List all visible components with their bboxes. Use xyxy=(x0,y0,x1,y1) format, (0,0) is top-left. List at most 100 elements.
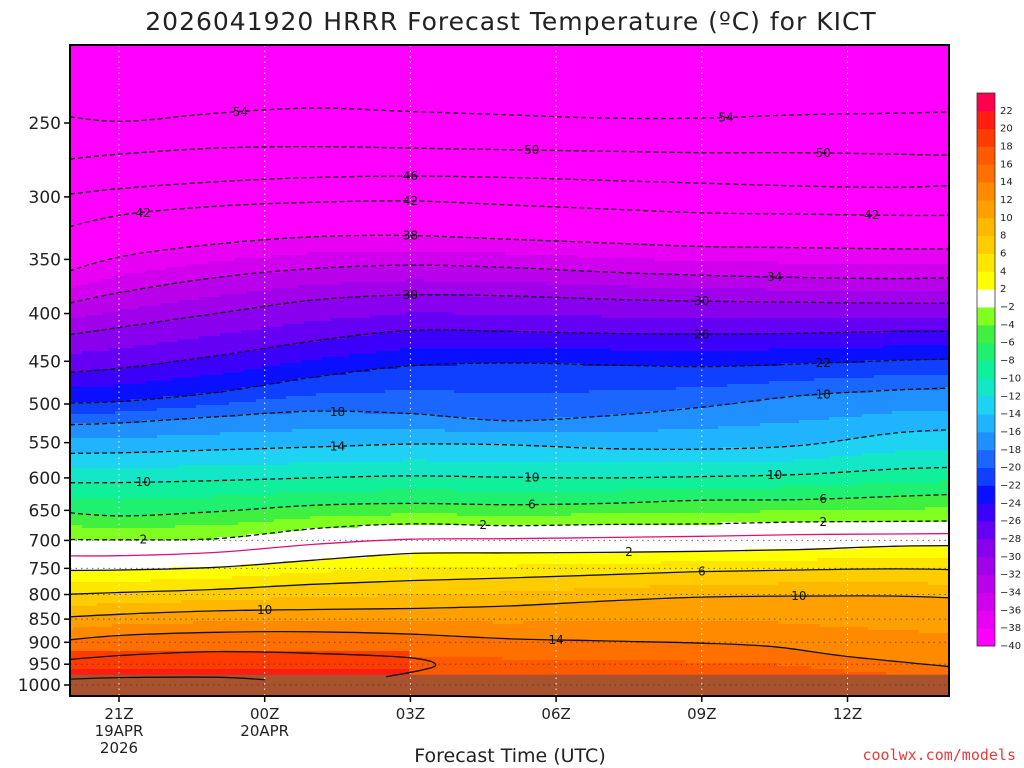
colorbar-swatch xyxy=(977,574,995,593)
colorbar-tick-label: −6 xyxy=(1000,338,1015,349)
isotherm-label: 42 xyxy=(403,194,418,208)
colorbar-tick-label: 8 xyxy=(1000,231,1006,242)
colorbar-tick-label: −38 xyxy=(1000,623,1021,634)
chart-title: 2026041920 HRRR Forecast Temperature (ºC… xyxy=(145,7,876,36)
plot-frame xyxy=(69,44,950,697)
time-tick-label: 12Z xyxy=(833,705,862,723)
colorbar-swatch xyxy=(977,556,995,576)
colorbar-tick-label: −24 xyxy=(1000,498,1021,509)
pressure-tick-label: 350 xyxy=(29,250,61,270)
isotherm-lines xyxy=(70,107,949,681)
isotherm-minus-50 xyxy=(70,145,949,160)
colorbar-swatch xyxy=(977,449,995,469)
isotherm-minus-46 xyxy=(70,175,949,195)
isotherm-label: 10 xyxy=(136,475,151,489)
credit-text[interactable]: coolwx.com/models xyxy=(862,746,1016,764)
isotherm-2 xyxy=(70,544,949,572)
isotherm-minus-42 xyxy=(70,200,949,228)
colorbar-swatch xyxy=(977,360,995,379)
colorbar-swatch xyxy=(977,628,995,647)
colorbar-tick-label: −12 xyxy=(1000,391,1021,402)
colorbar-swatch xyxy=(977,342,995,361)
colorbar-swatch xyxy=(977,324,995,344)
time-tick-sublabel: 20APR xyxy=(240,722,289,740)
colorbar-swatch xyxy=(977,485,995,504)
isotherm-label: 50 xyxy=(524,143,539,157)
colorbar-swatch xyxy=(977,253,995,272)
colorbar-tick-label: −36 xyxy=(1000,605,1021,616)
isotherm-label: 18 xyxy=(816,387,831,401)
grid-lines xyxy=(70,45,949,696)
pressure-tick-label: 700 xyxy=(29,531,61,551)
time-tick-sublabel: 2026 xyxy=(100,739,138,757)
isotherm-label: 42 xyxy=(864,208,879,222)
pressure-tick-label: 550 xyxy=(29,434,61,454)
isotherm-label: 14 xyxy=(330,439,345,453)
isotherm-label: 46 xyxy=(403,169,418,183)
isotherm-14 xyxy=(70,630,949,668)
isotherm-label: 14 xyxy=(548,633,563,647)
colorbar-tick-label: 20 xyxy=(1000,124,1013,135)
pressure-tick-label: 400 xyxy=(29,305,61,325)
isotherm-label: 10 xyxy=(257,603,272,617)
colorbar-swatch xyxy=(977,307,995,326)
isotherm-minus-38 xyxy=(70,234,949,272)
isotherm-label: 18 xyxy=(330,405,345,419)
colorbar-swatch xyxy=(977,396,995,415)
isotherm-label: 42 xyxy=(136,206,151,220)
colorbar-swatch xyxy=(977,182,995,201)
isotherm-label: 2 xyxy=(625,545,633,559)
isotherm-minus-26 xyxy=(70,329,949,373)
temperature-fill-bands xyxy=(70,45,949,696)
colorbar-tick-label: −40 xyxy=(1000,641,1021,652)
isotherm-18 xyxy=(70,650,437,678)
time-tick-label: 03Z xyxy=(396,705,425,723)
colorbar-tick-label: −26 xyxy=(1000,516,1021,527)
pressure-axis: 250 300 350 400 450 500 550 600 650 700 750 800 850 9… xyxy=(18,114,70,696)
isotherm-label: 6 xyxy=(698,565,706,579)
isotherm-label: 34 xyxy=(767,270,782,284)
isotherm-minus-10 xyxy=(70,466,949,484)
isotherm-6 xyxy=(70,568,949,595)
isotherm-label: 54 xyxy=(718,110,733,124)
isotherm-label: 22 xyxy=(816,356,831,370)
isotherm-0 xyxy=(70,532,949,557)
colorbar-swatch xyxy=(977,271,995,290)
pressure-tick-label: 850 xyxy=(29,610,61,630)
below-ground-mask xyxy=(70,674,949,696)
colorbar-tick-label: 2 xyxy=(1000,284,1006,295)
isotherm-label: 30 xyxy=(403,288,418,302)
isotherm-22 xyxy=(70,676,265,681)
colorbar-swatch xyxy=(977,128,995,147)
colorbar-swatch xyxy=(977,521,995,540)
pressure-tick-label: 900 xyxy=(29,633,61,653)
pressure-tick-label: 300 xyxy=(29,188,61,208)
isotherm-label: 2 xyxy=(819,515,827,529)
pressure-tick-label: 950 xyxy=(29,655,61,675)
colorbar-swatch xyxy=(977,289,995,308)
colorbar-tick-label: 12 xyxy=(1000,195,1013,206)
time-tick-sublabel: 19APR xyxy=(95,722,144,740)
colorbar-tick-label: −28 xyxy=(1000,534,1021,545)
colorbar-tick-label: −10 xyxy=(1000,373,1021,384)
isotherm-label: 2 xyxy=(139,533,147,547)
isotherm-label: 30 xyxy=(694,294,709,308)
colorbar-swatch xyxy=(977,378,995,397)
isotherm-10 xyxy=(70,595,949,618)
colorbar-swatch xyxy=(977,467,995,486)
isotherm-label: 50 xyxy=(816,146,831,160)
colorbar-swatch xyxy=(977,146,995,165)
pressure-tick-label: 450 xyxy=(29,352,61,372)
isotherm-label: 6 xyxy=(819,492,827,506)
isotherm-label: 10 xyxy=(767,468,782,482)
colorbar-swatch xyxy=(977,610,995,629)
x-axis-label: Forecast Time (UTC) xyxy=(414,745,605,767)
time-tick-label: 21Z xyxy=(104,705,133,723)
colorbar-tick-label: 10 xyxy=(1000,213,1013,224)
colorbar-tick-label: 18 xyxy=(1000,142,1013,153)
colorbar-tick-label: 6 xyxy=(1000,249,1006,260)
